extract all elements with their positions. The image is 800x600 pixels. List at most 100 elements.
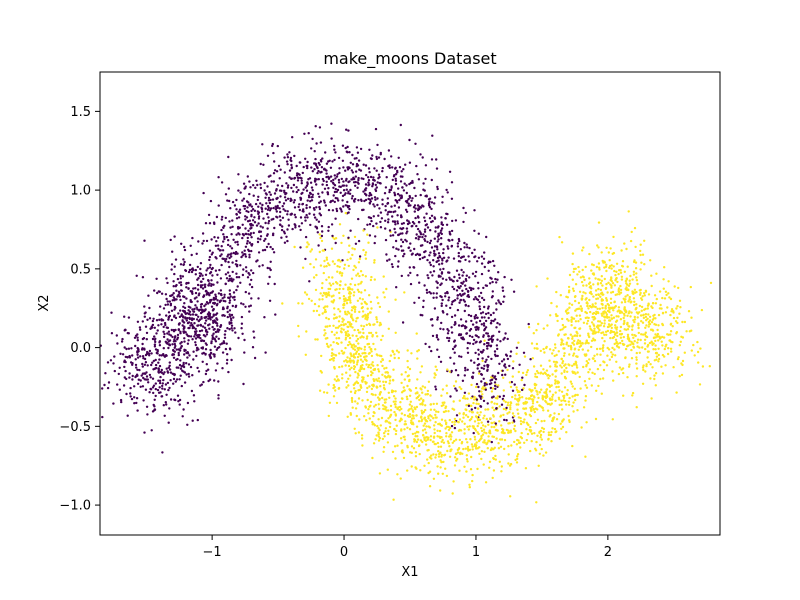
scatter-point — [191, 338, 194, 341]
scatter-point — [345, 128, 348, 131]
scatter-point — [219, 254, 222, 258]
scatter-point — [339, 191, 342, 194]
scatter-point — [370, 387, 374, 391]
scatter-point — [154, 363, 158, 367]
scatter-point — [580, 426, 583, 429]
scatter-point — [596, 297, 600, 300]
scatter-point — [641, 253, 645, 256]
scatter-point — [655, 272, 658, 275]
scatter-point — [192, 350, 195, 353]
scatter-point — [154, 382, 157, 385]
scatter-point — [458, 333, 461, 336]
scatter-point — [480, 373, 484, 376]
scatter-point — [228, 256, 231, 260]
scatter-point — [406, 446, 409, 449]
scatter-point — [157, 371, 161, 374]
scatter-point — [411, 179, 414, 183]
scatter-point — [623, 306, 626, 309]
scatter-point — [473, 443, 477, 446]
scatter-point — [205, 239, 209, 243]
scatter-point — [272, 172, 276, 175]
scatter-point — [661, 344, 664, 347]
scatter-point — [554, 382, 557, 385]
scatter-point — [286, 153, 289, 156]
scatter-point — [179, 330, 182, 333]
scatter-point — [230, 358, 233, 362]
scatter-point — [615, 319, 619, 322]
scatter-point — [325, 162, 329, 165]
scatter-point — [406, 469, 409, 472]
scatter-point — [348, 340, 351, 344]
scatter-point — [612, 309, 615, 312]
scatter-point — [428, 197, 432, 200]
scatter-point — [474, 385, 478, 389]
scatter-point — [136, 339, 139, 342]
scatter-point — [327, 225, 330, 229]
scatter-point — [141, 337, 145, 341]
scatter-point — [218, 268, 221, 272]
scatter-point — [655, 297, 658, 301]
scatter-point — [246, 276, 250, 279]
scatter-point — [610, 264, 613, 267]
scatter-point — [638, 311, 641, 314]
scatter-point — [213, 236, 216, 239]
scatter-point — [516, 390, 520, 394]
scatter-point — [284, 199, 288, 202]
scatter-point — [644, 315, 648, 319]
scatter-point — [565, 431, 568, 434]
scatter-point — [571, 252, 575, 255]
scatter-point — [585, 360, 588, 363]
scatter-point — [352, 383, 355, 387]
scatter-point — [486, 364, 489, 368]
scatter-point — [300, 182, 303, 185]
scatter-point — [344, 364, 347, 367]
scatter-point — [590, 339, 594, 342]
scatter-point — [265, 193, 268, 196]
scatter-point — [244, 215, 247, 218]
scatter-point — [510, 444, 513, 447]
scatter-point — [668, 339, 671, 342]
scatter-point — [162, 307, 166, 310]
scatter-point — [672, 316, 676, 320]
scatter-point — [153, 345, 157, 348]
scatter-point — [523, 355, 527, 358]
scatter-point — [635, 356, 638, 359]
scatter-point — [586, 304, 589, 308]
scatter-point — [413, 186, 416, 190]
scatter-point — [377, 433, 380, 436]
scatter-point — [250, 236, 253, 239]
scatter-point — [610, 314, 613, 317]
scatter-point — [313, 180, 317, 183]
scatter-point — [465, 438, 468, 441]
scatter-point — [441, 472, 444, 475]
scatter-point — [628, 295, 631, 299]
scatter-point — [226, 271, 230, 274]
scatter-point — [503, 295, 506, 298]
scatter-point — [432, 265, 435, 268]
scatter-point — [270, 218, 273, 221]
scatter-point — [589, 305, 593, 308]
scatter-point — [324, 308, 327, 312]
scatter-point — [495, 437, 498, 440]
scatter-point — [353, 391, 357, 395]
scatter-point — [562, 343, 565, 346]
scatter-point — [435, 416, 438, 419]
scatter-point — [150, 352, 153, 355]
scatter-point — [354, 352, 358, 355]
scatter-point — [227, 370, 230, 374]
scatter-point — [290, 186, 293, 190]
scatter-point — [500, 360, 504, 363]
scatter-point — [421, 244, 424, 247]
scatter-point — [124, 328, 127, 332]
scatter-point — [450, 431, 454, 434]
scatter-point — [321, 312, 324, 315]
scatter-point — [368, 322, 371, 326]
scatter-point — [249, 186, 252, 189]
scatter-point — [374, 183, 377, 187]
scatter-point — [498, 395, 501, 398]
scatter-point — [377, 377, 380, 380]
scatter-point — [316, 231, 319, 234]
scatter-point — [252, 194, 255, 197]
scatter-point — [216, 328, 220, 331]
scatter-point — [487, 435, 490, 438]
